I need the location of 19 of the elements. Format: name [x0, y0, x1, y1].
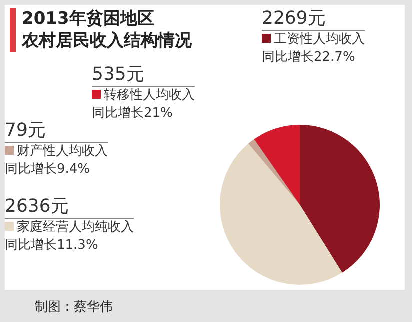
- text: 同比增长11.3%: [5, 237, 100, 255]
- pie-slice: [248, 139, 300, 205]
- text: 同比增长21%: [92, 105, 174, 123]
- text: 农村居民收入结构情况: [22, 30, 192, 52]
- legend-label: 工资性人均收入: [274, 32, 365, 47]
- text: 制图：蔡华伟: [35, 299, 113, 316]
- data-label: 2269元: [262, 8, 365, 31]
- data-label: 2636元: [5, 196, 134, 219]
- pie-slice: [300, 125, 380, 273]
- data-label: 535元: [92, 64, 195, 87]
- pie-slice: [254, 125, 300, 205]
- data-label: 79元: [5, 120, 108, 143]
- legend-label: 财产性人均收入: [17, 144, 108, 159]
- pie-slice: [220, 144, 342, 285]
- legend-label: 家庭经营人均纯收入: [17, 220, 134, 235]
- text: 同比增长9.4%: [5, 161, 92, 179]
- legend-label: 转移性人均收入: [104, 88, 195, 103]
- chart-title: 2013年贫困地区: [22, 8, 156, 30]
- text: 同比增长22.7%: [262, 49, 356, 67]
